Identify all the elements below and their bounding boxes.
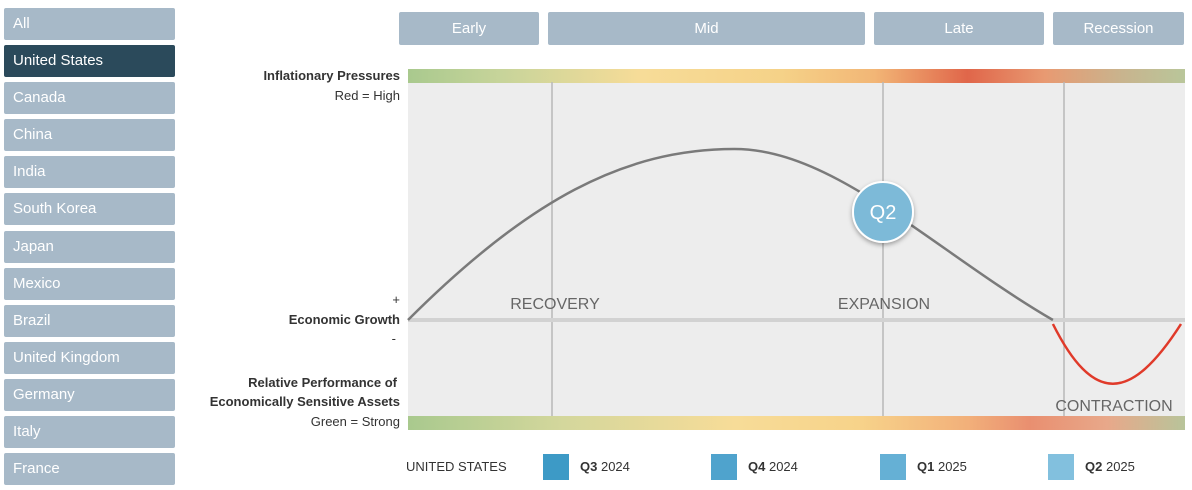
sidebar-item-germany[interactable]: Germany xyxy=(4,378,175,411)
growth-curve-expansion xyxy=(407,147,1054,322)
legend-label-q1-2025: Q1 2025 xyxy=(917,459,967,474)
country-sidebar: All United States Canada China India South Ko… xyxy=(4,8,175,490)
sidebar-item-france[interactable]: France xyxy=(4,453,175,486)
rel-perf-title-line1: Relative Performance of xyxy=(248,375,397,390)
zone-label-expansion: EXPANSION xyxy=(838,296,930,313)
plot-area xyxy=(408,82,1185,416)
legend-swatch-q3-2024 xyxy=(543,454,569,480)
inflation-gradient-bar xyxy=(408,69,1185,83)
sidebar-item-japan[interactable]: Japan xyxy=(4,230,175,263)
phase-late-button[interactable]: Late xyxy=(874,12,1044,45)
sidebar-item-united-kingdom[interactable]: United Kingdom xyxy=(4,341,175,374)
rel-perf-title-line2: Economically Sensitive Assets xyxy=(209,394,400,409)
sidebar-item-all[interactable]: All xyxy=(4,8,175,40)
strong-note: Green = Strong xyxy=(310,414,400,429)
growth-minus-sign: - xyxy=(391,331,396,346)
current-quarter-marker[interactable]: Q2 xyxy=(852,181,914,243)
legend-swatch-q1-2025 xyxy=(880,454,906,480)
growth-title: Economic Growth xyxy=(288,312,400,327)
sidebar-item-india[interactable]: India xyxy=(4,156,175,189)
legend-label-q4-2024: Q4 2024 xyxy=(748,459,798,474)
phase-recession-button[interactable]: Recession xyxy=(1053,12,1184,45)
sidebar-item-china[interactable]: China xyxy=(4,119,175,152)
legend-country: UNITED STATES xyxy=(406,459,507,474)
performance-gradient-bar xyxy=(408,416,1185,430)
inflation-note: Red = High xyxy=(334,88,400,103)
legend-swatch-q2-2025 xyxy=(1048,454,1074,480)
zone-label-recovery: RECOVERY xyxy=(510,296,600,313)
phase-early-button[interactable]: Early xyxy=(399,12,539,45)
zone-label-contraction: CONTRACTION xyxy=(1055,398,1172,415)
phase-mid-button[interactable]: Mid xyxy=(548,12,865,45)
legend-label-q2-2025: Q2 2025 xyxy=(1085,459,1135,474)
sidebar-item-mexico[interactable]: Mexico xyxy=(4,267,175,300)
legend-label-q3-2024: Q3 2024 xyxy=(580,459,630,474)
inflation-title: Inflationary Pressures xyxy=(263,68,400,83)
sidebar-item-united-states[interactable]: United States xyxy=(4,45,175,78)
growth-plus-sign: + xyxy=(392,292,400,307)
growth-curve-contraction xyxy=(1051,323,1183,385)
current-quarter-label: Q2 xyxy=(870,202,897,224)
sidebar-item-south-korea[interactable]: South Korea xyxy=(4,193,175,226)
sidebar-item-canada[interactable]: Canada xyxy=(4,82,175,115)
sidebar-item-brazil[interactable]: Brazil xyxy=(4,304,175,337)
sidebar-item-italy[interactable]: Italy xyxy=(4,416,175,449)
legend-swatch-q4-2024 xyxy=(711,454,737,480)
